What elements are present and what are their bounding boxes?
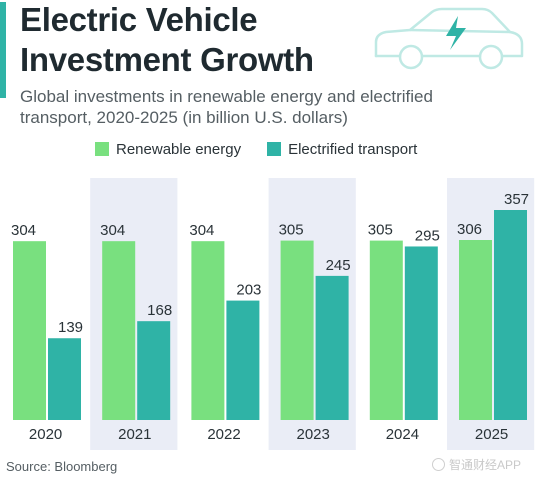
x-tick-label: 2023 [297,426,330,443]
x-tick-label: 2024 [386,426,419,443]
bar-renewable-2023 [280,240,314,420]
legend-item-transport: Electrified transport [267,141,417,158]
bar-chart: 304 139 2020 304 168 2021 304 203 2022 305 245 2023… [11,178,535,450]
bar-renewable-2022 [191,241,225,420]
subtitle-line-1: Global investments in renewable energy a… [20,87,433,106]
x-tick-label: 2021 [118,426,151,443]
legend-label-renewable: Renewable energy [116,140,242,158]
bar-transport-2023 [315,275,349,420]
data-label: 306 [457,221,482,238]
legend-item-renewable: Renewable energy [95,141,241,158]
legend-label-transport: Electrified transport [288,140,418,158]
data-label: 168 [147,302,172,319]
bar-transport-2024 [404,246,438,420]
subtitle-line-2: transport, 2020-2025 (in billion U.S. do… [20,108,348,127]
bar-renewable-2021 [102,241,136,420]
title-line-2: Investment Growth [20,41,314,78]
bar-transport-2021 [137,321,171,420]
data-label: 304 [11,222,36,239]
chart-title: Electric Vehicle Investment Growth [20,0,314,80]
watermark-text: 智通财经APP [449,458,522,472]
accent-bar [0,2,6,98]
data-label: 357 [504,191,529,208]
watermark-logo-icon [432,458,445,471]
watermark: 智通财经APP [432,456,521,473]
x-tick-label: 2022 [207,426,240,443]
legend-swatch-renewable [95,142,109,156]
bar-renewable-2025 [459,240,492,420]
bar-renewable-2020 [13,241,46,420]
bar-transport-2020 [48,338,81,420]
data-label: 245 [326,257,351,274]
data-label: 304 [189,222,214,239]
bar-transport-2022 [226,300,260,420]
data-label: 305 [279,222,304,239]
x-tick-label: 2025 [475,426,508,443]
bar-transport-2025 [494,210,527,420]
data-label: 139 [58,319,83,336]
title-line-1: Electric Vehicle [20,1,258,38]
electric-car-icon [374,7,524,70]
data-label: 304 [100,222,125,239]
legend: Renewable energy Electrified transport [95,140,443,158]
data-label: 305 [368,222,393,239]
source-note: Source: Bloomberg [6,459,118,474]
data-label: 203 [236,282,261,299]
data-label: 295 [415,227,440,244]
legend-swatch-transport [267,142,282,156]
chart-subtitle: Global investments in renewable energy a… [20,86,525,128]
bar-renewable-2024 [369,240,403,420]
x-tick-label: 2020 [29,426,62,443]
